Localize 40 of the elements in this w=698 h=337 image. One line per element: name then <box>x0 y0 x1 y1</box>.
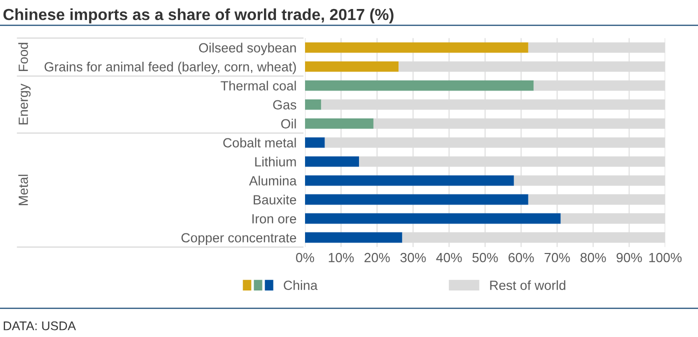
y-tick-label: Iron ore <box>252 214 296 224</box>
bar <box>305 213 561 224</box>
bar <box>305 80 534 91</box>
x-tick-label: 40% <box>436 252 462 262</box>
y-tick-label: Thermal coal <box>220 80 296 90</box>
y-tick-label: Copper concentrate <box>181 233 296 246</box>
x-tick-label: 20% <box>364 252 390 262</box>
text: Metal <box>18 174 28 206</box>
bar <box>305 137 325 148</box>
bar <box>305 156 360 167</box>
text: Food <box>18 42 28 72</box>
y-tick-label: Oilseed soybean <box>199 42 296 56</box>
y-tick-label: Grains for animal feed (barley, corn, wheat) <box>44 62 296 74</box>
x-tick-label: 70% <box>544 252 570 262</box>
x-tick-label: 90% <box>616 252 642 262</box>
text: DATA: USDA <box>4 321 76 330</box>
y-tick-label: Bauxite <box>254 194 296 204</box>
x-tick-label: 0% <box>296 252 314 262</box>
bar <box>305 232 402 243</box>
y-tick-label: Alumina <box>249 176 297 186</box>
x-tick-label: 30% <box>400 252 426 262</box>
bar <box>305 42 528 53</box>
legend-label: China <box>284 280 318 290</box>
x-tick-label: 100% <box>649 252 682 262</box>
bar <box>305 175 514 186</box>
x-tick-label: 60% <box>508 252 534 262</box>
legend-label: Rest of world <box>490 280 566 290</box>
text: Energy <box>18 84 31 124</box>
bar <box>305 194 528 205</box>
y-tick-label: Lithium <box>255 156 296 166</box>
y-tick-label: Oil <box>281 118 296 128</box>
bar <box>305 61 399 72</box>
x-tick-label: 50% <box>472 252 498 262</box>
y-tick-label: Cobalt metal <box>223 138 296 148</box>
y-tick-label: Gas <box>273 100 296 110</box>
x-tick-label: 80% <box>580 252 606 262</box>
chart-title: Chinese imports as a share of world trade, 2017 (%) <box>3 8 394 24</box>
x-tick-label: 10% <box>328 252 354 262</box>
bar <box>305 99 322 110</box>
bar <box>305 118 374 129</box>
